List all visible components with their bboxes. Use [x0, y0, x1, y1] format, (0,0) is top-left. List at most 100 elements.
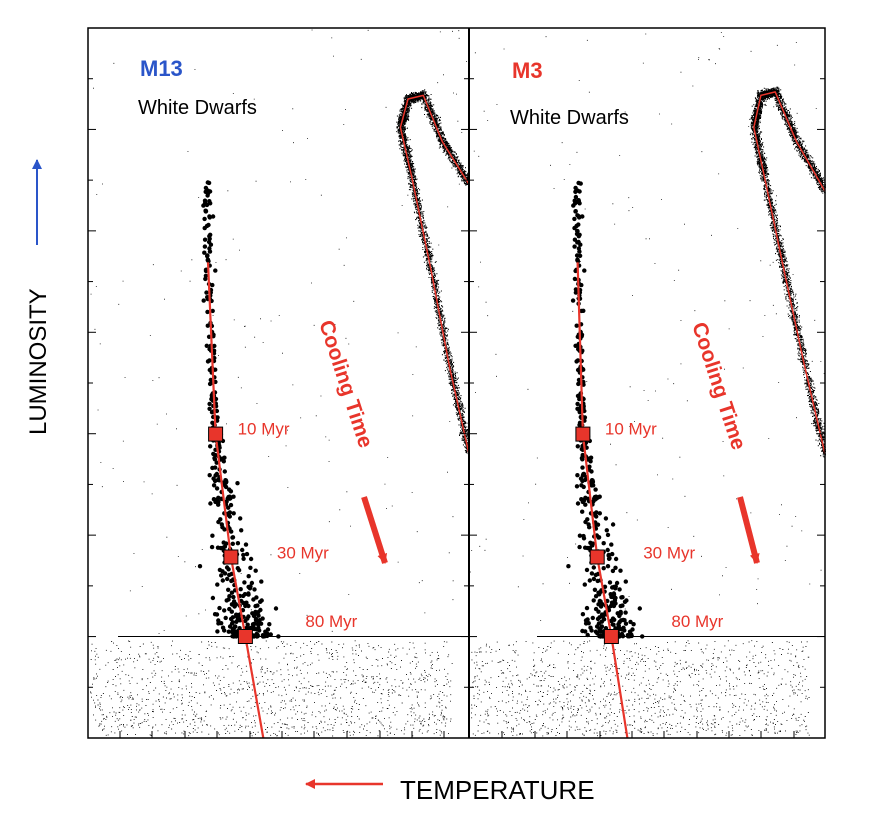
giant-branch-points: [396, 89, 470, 455]
white-dwarf-point: [222, 544, 228, 549]
white-dwarf-point: [610, 568, 616, 574]
white-dwarf-point: [566, 564, 571, 569]
white-dwarf-point: [590, 478, 595, 483]
white-dwarf-point: [249, 580, 255, 586]
white-dwarf-point: [622, 628, 627, 633]
white-dwarf-point: [595, 616, 601, 622]
white-dwarf-point: [210, 595, 216, 601]
white-dwarf-point: [229, 590, 235, 595]
white-dwarf-point: [226, 567, 231, 572]
white-dwarf-point: [202, 237, 208, 242]
white-dwarf-point: [598, 599, 603, 604]
y-axis-label: LUMINOSITY: [25, 288, 52, 435]
white-dwarf-point: [575, 401, 580, 407]
white-dwarf-point: [267, 622, 272, 627]
white-dwarf-point: [208, 444, 213, 449]
white-dwarf-point: [227, 624, 233, 629]
white-dwarf-point: [590, 615, 595, 621]
white-dwarf-point: [222, 469, 227, 474]
white-dwarf-point: [243, 542, 249, 547]
white-dwarf-point: [598, 633, 603, 638]
white-dwarf-point: [606, 552, 611, 558]
white-dwarf-point: [618, 568, 623, 573]
white-dwarf-point: [204, 343, 209, 348]
white-dwarf-point: [205, 180, 210, 185]
white-dwarf-point: [589, 483, 594, 488]
white-dwarf-point: [256, 622, 261, 627]
white-dwarf-point: [246, 574, 251, 579]
white-dwarf-point: [238, 516, 243, 521]
white-dwarf-point: [619, 618, 624, 623]
white-dwarf-point: [218, 517, 223, 522]
white-dwarf-point: [575, 257, 580, 262]
panel-m3: 10 Myr 30 Myr 80 Myr: [469, 32, 826, 739]
white-dwarf-point: [580, 457, 585, 462]
white-dwarf-point: [219, 522, 224, 527]
white-dwarf-point: [614, 580, 620, 586]
white-dwarf-point: [211, 451, 216, 457]
white-dwarf-point: [590, 541, 595, 546]
age-label: 80 Myr: [305, 612, 357, 631]
white-dwarf-point: [205, 193, 210, 198]
panel-title-m13: M13: [140, 56, 183, 81]
white-dwarf-point: [205, 257, 211, 262]
white-dwarf-point: [601, 617, 607, 622]
white-dwarf-point: [577, 533, 583, 538]
white-dwarf-point: [597, 511, 602, 516]
white-dwarf-point: [572, 216, 577, 222]
white-dwarf-point: [576, 214, 582, 219]
white-dwarf-point: [223, 478, 229, 483]
white-dwarf-point: [591, 576, 597, 582]
white-dwarf-point: [204, 290, 209, 295]
white-dwarf-point: [592, 587, 598, 592]
white-dwarf-point: [587, 578, 592, 583]
white-dwarf-point: [575, 473, 580, 478]
white-dwarf-point: [605, 532, 611, 538]
white-dwarf-point: [197, 564, 203, 569]
age-marker-30-myr: [223, 549, 239, 565]
white-dwarf-point: [583, 502, 588, 507]
white-dwarf-point: [575, 501, 581, 506]
white-dwarf-point: [226, 629, 231, 634]
white-dwarf-point: [207, 358, 212, 363]
white-dwarf-point: [582, 415, 588, 420]
white-dwarf-point: [245, 622, 250, 627]
white-dwarf-point: [576, 381, 581, 387]
white-dwarf-point: [573, 343, 578, 348]
white-dwarf-point: [214, 408, 220, 414]
white-dwarf-point: [611, 622, 616, 627]
white-dwarf-point: [596, 590, 601, 595]
white-dwarf-point: [202, 216, 207, 222]
white-dwarf-point: [593, 487, 598, 492]
white-dwarf-point: [583, 629, 588, 634]
white-dwarf-point: [580, 509, 585, 514]
white-dwarf-point: [268, 632, 273, 637]
white-dwarf-point: [572, 201, 578, 206]
white-dwarf-point: [253, 603, 258, 609]
white-dwarf-point: [260, 616, 265, 621]
white-dwarf-point: [213, 268, 218, 273]
white-dwarf-point: [227, 572, 232, 578]
white-dwarf-point: [205, 253, 210, 259]
white-dwarf-point: [273, 606, 279, 611]
white-dwarf-point: [235, 612, 240, 618]
white-dwarf-point: [231, 594, 236, 600]
white-dwarf-point: [239, 528, 244, 533]
age-label: 30 Myr: [643, 543, 695, 562]
plot-frame: [87, 27, 826, 739]
white-dwarf-point: [215, 582, 220, 587]
white-dwarf-point: [631, 622, 636, 627]
white-dwarf-point: [579, 282, 584, 288]
white-dwarf-point: [593, 572, 598, 578]
white-dwarf-point: [207, 214, 212, 219]
white-dwarf-point: [575, 406, 580, 411]
white-dwarf-point: [231, 511, 236, 516]
white-dwarf-point: [222, 455, 227, 460]
white-dwarf-point: [252, 587, 257, 592]
white-dwarf-point: [252, 621, 257, 626]
white-dwarf-point: [623, 579, 628, 584]
white-dwarf-point: [580, 612, 586, 617]
white-dwarf-point: [233, 624, 238, 629]
white-dwarf-point: [211, 476, 216, 481]
white-dwarf-point: [608, 592, 613, 597]
